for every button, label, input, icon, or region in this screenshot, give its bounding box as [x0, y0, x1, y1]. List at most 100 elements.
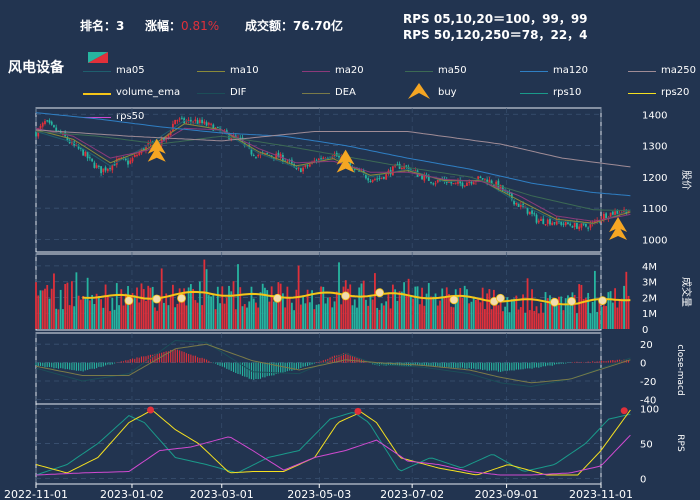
volume-bar — [331, 307, 334, 329]
x-tick-label: 2023-05-03 — [287, 488, 351, 500]
candle-body — [176, 120, 179, 122]
candle-body — [299, 168, 302, 173]
candle-body — [353, 168, 356, 170]
candle-body — [609, 212, 612, 218]
volume-bar — [351, 305, 354, 329]
candle-body — [35, 131, 37, 137]
volume-bar — [53, 273, 55, 329]
change-label: 涨幅： — [145, 19, 182, 33]
candle-body — [338, 155, 340, 158]
candle-body — [109, 168, 111, 170]
volume-bar — [46, 285, 49, 329]
volume-bar — [91, 294, 94, 329]
volume-bar — [82, 295, 85, 329]
candle-body — [367, 178, 370, 181]
candle-body — [308, 164, 311, 167]
candle-body — [468, 181, 471, 183]
volume-bar — [605, 305, 608, 329]
candle-body — [533, 213, 536, 215]
volume-bar — [409, 295, 412, 329]
candle-body — [295, 167, 298, 169]
turnover-label: 成交额： — [245, 19, 294, 33]
volume-bar — [302, 296, 304, 329]
legend-label: volume_ema — [116, 87, 181, 98]
volume-bar — [479, 302, 482, 329]
candle-body — [380, 177, 383, 179]
candle-body — [383, 176, 385, 179]
legend-label: rps10 — [553, 87, 582, 98]
macd-tick-label: 20 — [640, 340, 653, 351]
volume-bar — [100, 299, 102, 329]
volume-bar — [281, 293, 284, 329]
buy-signal-marker — [609, 224, 628, 240]
candle-body — [492, 184, 495, 186]
buy-signal-marker — [336, 149, 355, 165]
volume-bar — [255, 302, 257, 329]
sector-title: 风电设备 — [8, 60, 64, 76]
candle-body — [127, 160, 129, 165]
macd-axis-label: close-macd — [675, 344, 685, 395]
macd-dif-line — [35, 339, 631, 388]
candle-body — [53, 125, 55, 128]
volume-bar — [232, 281, 235, 329]
volume-bar — [423, 305, 426, 329]
candle-body — [118, 158, 120, 160]
volume-bar — [198, 281, 201, 329]
candle-body — [528, 211, 531, 215]
candle-body — [210, 123, 212, 125]
candle-body — [580, 223, 583, 228]
candle-body — [142, 148, 145, 151]
volume-bar — [452, 307, 455, 329]
volume-bar — [531, 289, 533, 329]
candle-body — [488, 179, 491, 183]
candle-body — [55, 127, 58, 132]
candle-body — [593, 220, 596, 223]
candle-body — [369, 180, 372, 182]
legend-swatch — [83, 71, 111, 72]
price-tick-label: 1300 — [642, 142, 667, 153]
candle-body — [91, 158, 94, 162]
volume-bar — [167, 305, 170, 329]
candle-body — [371, 179, 374, 182]
volume-tick-label: 0 — [642, 325, 648, 336]
ma-line-ma250 — [35, 129, 631, 168]
volume-bar — [457, 296, 459, 329]
candle-body — [207, 122, 210, 125]
volume-bar — [627, 295, 630, 329]
volume-bar — [553, 304, 556, 329]
volume-bar — [546, 298, 549, 329]
volume-bar — [576, 313, 578, 329]
volume-tick-label: 4M — [642, 262, 657, 273]
volume-bar — [344, 280, 347, 329]
candle-body — [553, 222, 556, 224]
candle-body — [414, 170, 417, 172]
buy-signal-marker — [336, 157, 355, 173]
buy-signal-marker — [147, 138, 166, 154]
volume-bar — [441, 288, 444, 329]
volume-bar — [120, 289, 123, 329]
volume-bar — [48, 298, 51, 329]
candle-body — [212, 124, 215, 131]
volume-bar — [329, 297, 331, 329]
volume-bar — [497, 305, 500, 329]
candle-body — [46, 120, 49, 122]
volume-bar — [214, 309, 217, 329]
rank-label: 排名： — [80, 19, 117, 33]
volume-bar — [501, 311, 504, 329]
volume-bar — [560, 296, 563, 329]
candle-body — [365, 174, 367, 179]
rank-value: 3 — [116, 19, 125, 33]
volume-bar — [510, 299, 513, 329]
volume-bar — [194, 300, 197, 329]
candle-body — [587, 227, 590, 229]
volume-bar — [57, 309, 60, 329]
turnover-text: 成交额：76.70亿 — [245, 17, 343, 34]
candle-body — [423, 175, 426, 181]
volume-bar — [189, 284, 192, 329]
volume-bar — [66, 282, 69, 329]
volume-bar — [203, 259, 206, 329]
volume-bar — [492, 289, 495, 329]
candle-body — [448, 181, 450, 183]
candle-body — [320, 158, 322, 160]
volume-bar — [486, 293, 489, 329]
